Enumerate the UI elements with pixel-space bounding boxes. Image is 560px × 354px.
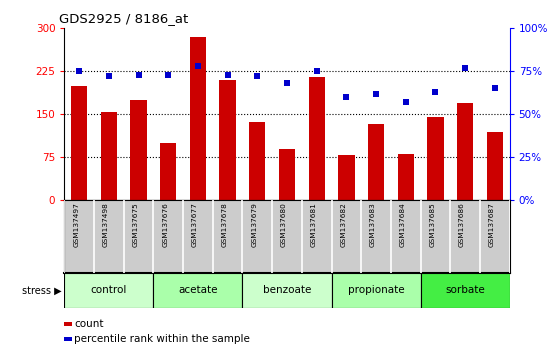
Bar: [64, 273, 153, 308]
Bar: [332, 273, 421, 308]
Text: GSM137677: GSM137677: [192, 202, 198, 247]
Point: [253, 74, 262, 79]
Point: [372, 91, 381, 96]
Bar: [153, 273, 242, 308]
Text: GSM137683: GSM137683: [370, 202, 376, 247]
Text: GSM137684: GSM137684: [400, 202, 405, 247]
Bar: [71, 86, 87, 200]
Bar: [368, 125, 384, 200]
Text: benzoate: benzoate: [263, 285, 311, 295]
Text: GSM137687: GSM137687: [489, 202, 495, 247]
Point: [105, 74, 114, 79]
Bar: [421, 273, 510, 308]
Bar: [427, 117, 444, 200]
Text: GSM137686: GSM137686: [459, 202, 465, 247]
Text: GSM137498: GSM137498: [103, 202, 109, 247]
Text: stress ▶: stress ▶: [22, 285, 62, 295]
Bar: [101, 113, 117, 200]
Bar: [487, 132, 503, 200]
Point: [282, 80, 291, 86]
Text: percentile rank within the sample: percentile rank within the sample: [74, 334, 250, 344]
Text: count: count: [74, 319, 104, 329]
Bar: [398, 154, 414, 200]
Text: propionate: propionate: [348, 285, 404, 295]
Bar: [249, 122, 265, 200]
Point: [164, 72, 173, 78]
Text: control: control: [91, 285, 127, 295]
Point: [460, 65, 469, 71]
Point: [491, 86, 500, 91]
Bar: [338, 155, 354, 200]
Point: [312, 68, 321, 74]
Text: GSM137681: GSM137681: [311, 202, 317, 247]
Text: GSM137685: GSM137685: [430, 202, 436, 247]
Bar: [309, 77, 325, 200]
Bar: [190, 37, 206, 200]
Text: acetate: acetate: [178, 285, 218, 295]
Text: GSM137678: GSM137678: [222, 202, 227, 247]
Point: [401, 99, 410, 105]
Bar: [279, 149, 295, 200]
Point: [194, 63, 203, 69]
Text: sorbate: sorbate: [445, 285, 485, 295]
Text: GDS2925 / 8186_at: GDS2925 / 8186_at: [59, 12, 188, 25]
Point: [223, 72, 232, 78]
Bar: [130, 100, 147, 200]
Text: GSM137676: GSM137676: [162, 202, 169, 247]
Point: [431, 89, 440, 95]
Text: GSM137682: GSM137682: [340, 202, 346, 247]
Text: GSM137497: GSM137497: [73, 202, 80, 247]
Bar: [242, 273, 332, 308]
Text: GSM137675: GSM137675: [133, 202, 139, 247]
Bar: [457, 103, 473, 200]
Bar: [220, 80, 236, 200]
Point: [342, 94, 351, 100]
Point: [134, 72, 143, 78]
Text: GSM137680: GSM137680: [281, 202, 287, 247]
Text: GSM137679: GSM137679: [251, 202, 258, 247]
Bar: [160, 143, 176, 200]
Point: [75, 68, 84, 74]
